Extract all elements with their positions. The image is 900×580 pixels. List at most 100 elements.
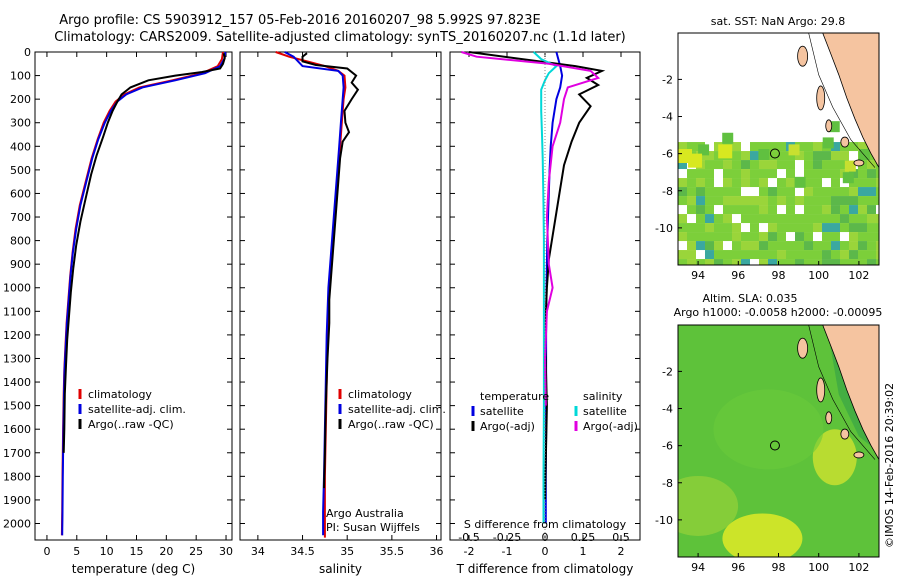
temperature-xtick-label: 20 [159,545,173,558]
sst-cell [831,241,840,251]
temperature-xtick-label: 15 [129,545,143,558]
sst-cell [732,241,741,251]
sst-cell [705,214,714,224]
sst-cell [786,151,795,161]
sst-cell [858,169,867,179]
temp-legend-label: climatology [88,388,152,401]
temperature-xtick-label: 10 [100,545,114,558]
sst-cell [849,259,858,265]
sst-cell [768,223,777,233]
sst-cell [687,196,696,206]
sst-cell [867,241,876,251]
difference-xtick-label: -2 [464,545,475,558]
sst-cell [768,214,777,224]
land-sumatra [822,33,879,169]
sst-map-title: sat. SST: NaN Argo: 29.8 [711,15,845,28]
sst-cell [804,241,813,251]
depth-tick-label: 100 [10,70,31,83]
land-island [797,45,809,67]
depth-tick-label: 1800 [3,470,31,483]
sst-map-panel: 94 96 98 100 102 -2 -4 -6 -8 -10 sat. SST: NaN Arg… [655,15,880,282]
sst-cell [696,232,705,242]
temperature-xtick-label: 0 [43,545,50,558]
sst-cell [831,169,840,179]
sst-cell [804,250,813,260]
depth-tick-label: 300 [10,117,31,130]
sst-cell [777,178,786,188]
sst-cell [723,178,732,188]
sst-cell [777,232,786,242]
diff-legend-title-temp: temperature [480,390,549,403]
sla-map-xtick-label: 98 [772,561,786,574]
sst-cell [795,214,804,224]
sst-cell [696,259,705,265]
sst-cell [777,142,786,152]
sst-cell [714,250,723,260]
sst-cell [732,160,741,170]
sst-cell [732,169,741,179]
sst-cell [876,214,879,224]
difference-xtick-label: 1 [580,545,587,558]
sst-cell [705,178,714,188]
depth-tick-label: 400 [10,140,31,153]
sst-cell [858,232,867,242]
sst-cell [786,178,795,188]
sst-cell [831,232,840,242]
sst-cell [867,187,876,197]
sla-map-panel: 94 96 98 100 102 -2 -4 -6 -8 -10 Altim. SLA: 0.035… [655,292,882,574]
sst-cell [822,169,831,179]
sst-map-ytick-label: -6 [662,148,673,161]
sst-cell [722,132,734,144]
sst-cell [777,160,786,170]
sst-cell [822,241,831,251]
sst-cell [840,187,849,197]
sst-cell [844,160,856,172]
sst-cell [732,259,741,265]
diff-legend-label: satellite [583,405,627,418]
sst-cell [876,196,879,206]
sst-cell [741,259,750,265]
sst-cell [741,169,750,179]
sst-cell [849,187,858,197]
sst-map-xtick-label: 96 [731,269,745,282]
sst-map-ytick-label: -2 [662,73,673,86]
sst-cell [831,196,840,206]
sst-cell [768,250,777,260]
sst-cell [813,214,822,224]
bathy-contour [808,325,876,460]
sst-cell [842,172,854,184]
sst-cell [849,232,858,242]
timestamp-label: ©IMOS 14-Feb-2016 20:39:02 [883,383,896,548]
sst-cell [795,196,804,206]
sst-map-xtick-label: 98 [772,269,786,282]
sst-cell [849,250,858,260]
diff-top-tick-label: -0.25 [493,531,521,544]
sst-cell [831,223,840,233]
sst-cell [759,214,768,224]
sst-cell [840,160,849,170]
sst-cell [678,142,687,152]
sst-cell [813,259,822,265]
sst-cell [849,241,858,251]
sst-cell [732,250,741,260]
sst-cell [768,169,777,179]
sst-cell [876,178,879,188]
sla-map-ytick-label: -6 [662,440,673,453]
sst-cell [678,178,687,188]
sst-cell [732,142,741,152]
sst-cell [777,250,786,260]
sst-cell [714,187,723,197]
sst-cell [705,169,714,179]
sst-cell [840,151,849,161]
sst-cell [750,160,759,170]
sst-cell [687,142,696,152]
sst-cell [822,250,831,260]
sst-cell [867,151,876,161]
sst-cell [714,259,723,265]
sla-map-ytick-label: -8 [662,477,673,490]
sst-cell [750,214,759,224]
sst-cell [741,214,750,224]
sst-cell [849,205,858,215]
sst-cell [678,214,687,224]
